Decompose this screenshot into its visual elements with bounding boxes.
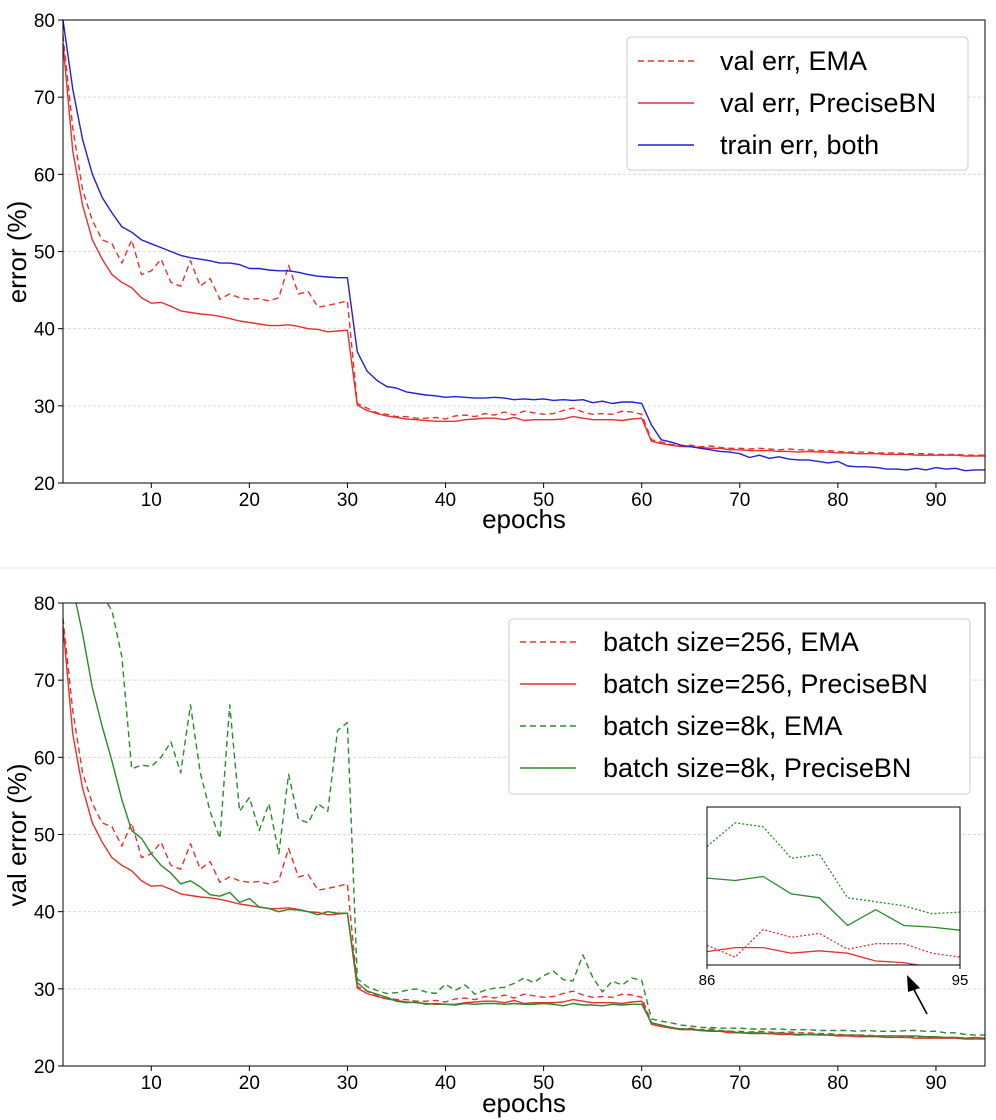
bottom-y-tick-label: 70: [34, 671, 55, 692]
bottom-series-batch-size-8k-ema: [106, 603, 985, 1036]
zoom-arrow-shaft: [911, 985, 928, 1015]
bottom-x-tick-label: 60: [631, 1073, 652, 1094]
top-x-tick-label: 20: [239, 490, 260, 511]
bottom-x-tick-label: 90: [925, 1073, 946, 1094]
top-x-tick-label: 80: [827, 490, 848, 511]
bottom-y-tick-label: 40: [34, 903, 55, 924]
inset-series-1: [707, 875, 960, 931]
bottom-x-tick-label: 70: [729, 1073, 750, 1094]
inset-x-tick-label: 95: [952, 972, 969, 989]
bottom-y-tick-label: 60: [34, 748, 55, 769]
legend-label-batch-size-8k-ema: batch size=8k, EMA: [603, 711, 842, 741]
zoom-arrow-head: [907, 975, 920, 992]
bottom-y-tick-label: 20: [34, 1057, 55, 1078]
top-series-train-err-both: [62, 19, 985, 472]
bottom-y-ticks: 20 30 40 50 60 70 80: [34, 594, 63, 1078]
top-chart: 10 20 30 40 50 60 70 80 90 20 30 40 50 60 70 80 epochs…: [2, 11, 986, 534]
legend-label-batch-size-256-precisebn: batch size=256, PreciseBN: [603, 669, 928, 699]
legend-label-batch-size-256-ema: batch size=256, EMA: [603, 627, 859, 657]
inset-series-0: [707, 822, 960, 915]
bottom-x-tick-label: 10: [141, 1073, 162, 1094]
inset-x-ticks: 86 95: [699, 965, 969, 989]
top-series-val-err-ema: [62, 35, 985, 456]
legend-label-val-err-precisebn: val err, PreciseBN: [720, 88, 936, 118]
top-y-tick-label: 40: [34, 320, 55, 341]
top-y-tick-label: 80: [34, 11, 55, 32]
legend-label-batch-size-8k-precisebn: batch size=8k, PreciseBN: [603, 753, 911, 783]
bottom-x-ticks: 10 20 30 40 50 60 70 80 90: [141, 1066, 947, 1094]
legend-label-val-err-ema: val err, EMA: [720, 46, 867, 76]
top-y-ticks: 20 30 40 50 60 70 80: [34, 11, 63, 495]
bottom-legend-box: [508, 618, 971, 795]
bottom-x-tick-label: 40: [435, 1073, 456, 1094]
zoom-inset: 86 95: [699, 806, 969, 989]
top-legend: val err, EMA val err, PreciseBN train err,…: [626, 36, 969, 171]
bottom-x-axis-label: epochs: [482, 1088, 566, 1118]
top-legend-box: [626, 36, 969, 171]
top-y-tick-label: 20: [34, 474, 55, 495]
top-y-tick-label: 70: [34, 88, 55, 109]
bottom-series: [63, 603, 985, 1040]
bottom-x-tick-label: 20: [239, 1073, 260, 1094]
bottom-x-tick-label: 80: [827, 1073, 848, 1094]
bottom-legend: batch size=256, EMA batch size=256, Preci…: [508, 618, 971, 795]
inset-frame: [706, 806, 961, 966]
bottom-series-batch-size-256-ema: [63, 618, 985, 1039]
inset-series-3: [707, 946, 922, 965]
top-x-axis-label: epochs: [482, 504, 566, 534]
top-x-tick-label: 50: [533, 490, 554, 511]
top-x-tick-label: 60: [631, 490, 652, 511]
zoom-arrow: [907, 975, 928, 1015]
top-y-tick-label: 50: [34, 243, 55, 264]
top-grid: [63, 96, 985, 407]
bottom-y-tick-label: 30: [34, 980, 55, 1001]
bottom-chart: 10 20 30 40 50 60 70 80 90 20 30 40 50 60 70 80 epochs…: [2, 594, 986, 1118]
inset-series: [707, 822, 960, 965]
bottom-y-axis-label: val error (%): [2, 763, 32, 906]
top-series-val-err-precisebn: [62, 43, 985, 457]
bottom-y-tick-label: 80: [34, 594, 55, 615]
top-x-tick-label: 70: [729, 490, 750, 511]
top-x-ticks: 10 20 30 40 50 60 70 80 90: [141, 483, 947, 511]
top-x-tick-label: 90: [925, 490, 946, 511]
top-series: [62, 19, 985, 472]
top-y-tick-label: 60: [34, 165, 55, 186]
bottom-x-tick-label: 30: [337, 1073, 358, 1094]
bottom-x-tick-label: 50: [533, 1073, 554, 1094]
top-y-tick-label: 30: [34, 397, 55, 418]
top-x-tick-label: 10: [141, 490, 162, 511]
bottom-series-batch-size-8k-precisebn: [75, 603, 985, 1039]
inset-background: [707, 807, 960, 965]
top-x-tick-label: 40: [435, 490, 456, 511]
bottom-y-tick-label: 50: [34, 826, 55, 847]
inset-x-tick-label: 86: [699, 972, 716, 989]
legend-label-train-err-both: train err, both: [720, 130, 879, 160]
top-y-axis-label: error (%): [2, 201, 32, 304]
top-x-tick-label: 30: [337, 490, 358, 511]
